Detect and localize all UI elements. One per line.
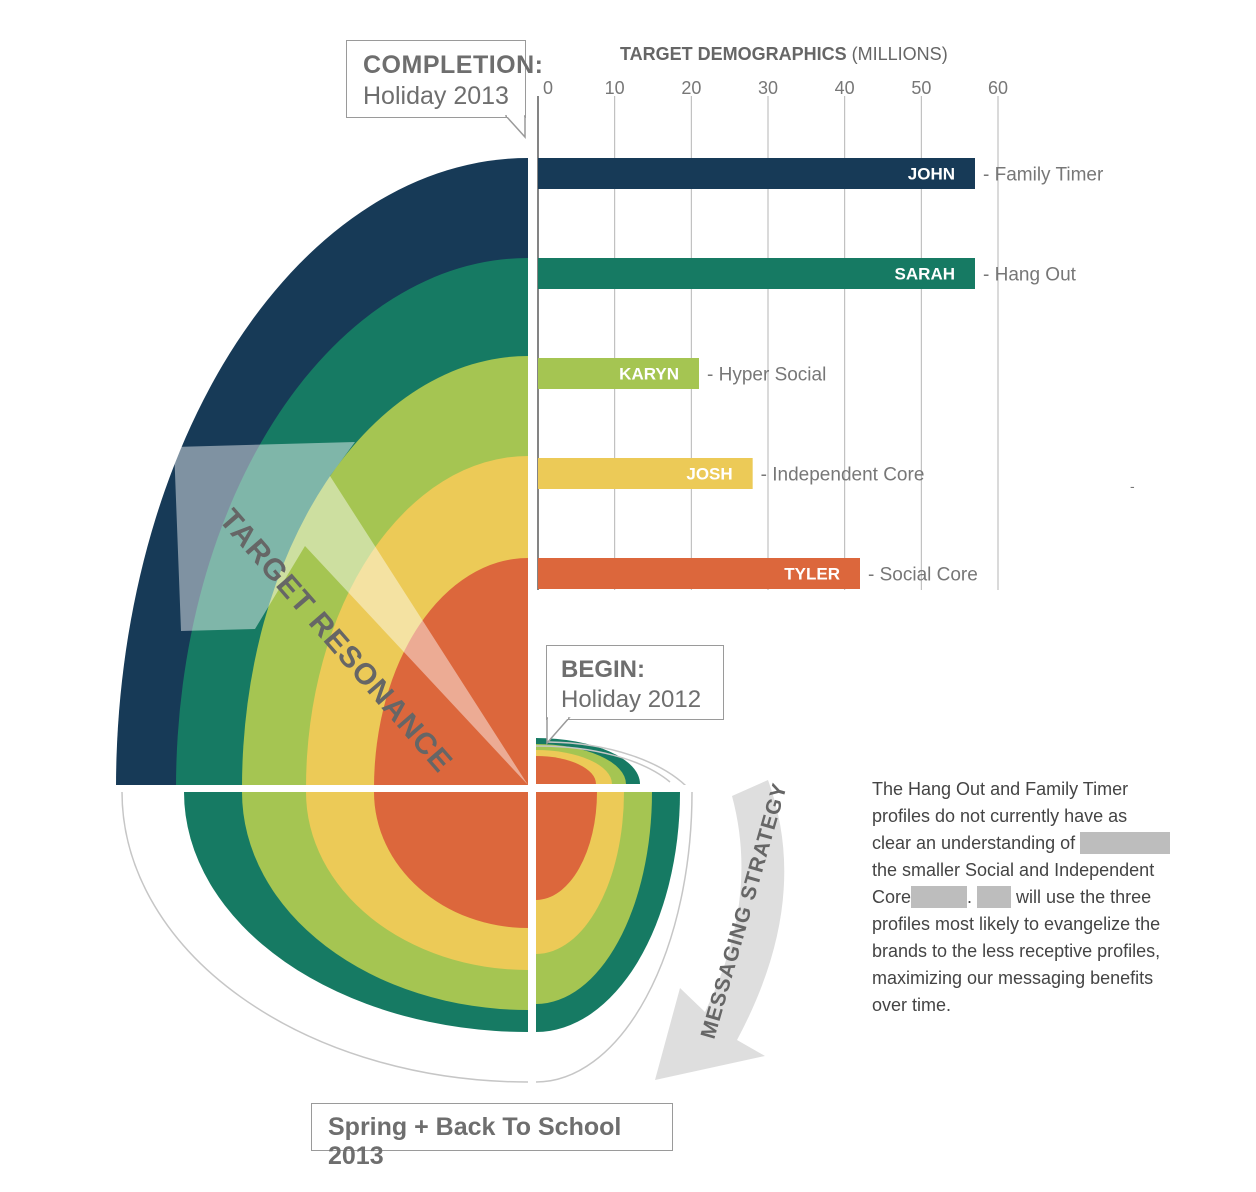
chart-title: TARGET DEMOGRAPHICS (MILLIONS): [620, 44, 948, 64]
completion-date: Holiday 2013: [363, 82, 509, 110]
note-line: profiles most likely to evangelize the: [872, 914, 1161, 934]
note-text: .: [967, 887, 973, 907]
note-line: brands to the less receptive profiles,: [872, 941, 1161, 961]
outer-guide-arc-right: [535, 791, 693, 1083]
bar-profile-label: - Hyper Social: [707, 365, 826, 386]
x-tick-label: 0: [543, 78, 553, 98]
note-text: will use the three: [1011, 887, 1152, 907]
bar-name-label: JOSH: [686, 465, 732, 484]
completion-label: COMPLETION:: [363, 51, 544, 79]
bar-name-label: KARYN: [619, 365, 679, 384]
spiral-guide-1: [535, 745, 671, 783]
begin-date: Holiday 2012: [561, 686, 702, 713]
chart-title-unit: (MILLIONS): [852, 44, 948, 64]
lower-left-quadrant: [121, 791, 529, 1083]
spring-callout: Spring + Back To School 2013: [311, 1103, 673, 1170]
stray-mark: -: [1130, 478, 1135, 494]
note-text: Core: [872, 887, 912, 907]
bar-john: [538, 158, 975, 189]
completion-pointer: [505, 115, 526, 139]
divider-vertical: [528, 140, 536, 1100]
redacted-block: [1080, 832, 1171, 854]
bar-profile-label: - Hang Out: [983, 265, 1077, 286]
begin-callout: BEGIN: Holiday 2012: [546, 645, 724, 720]
bar-josh: [538, 458, 753, 489]
x-tick-label: 10: [605, 78, 625, 98]
note-line: clear an understanding of: [872, 830, 1172, 857]
resonance-quadrant: [116, 158, 528, 788]
bar-profile-label: - Social Core: [868, 565, 978, 586]
x-tick-label: 20: [681, 78, 701, 98]
note-line: profiles do not currently have as: [872, 806, 1128, 826]
lower-right-orange: [536, 792, 597, 900]
note-text: clear an understanding of: [872, 833, 1076, 853]
bar-tyler: [538, 558, 860, 589]
x-tick-label: 50: [911, 78, 931, 98]
note-line: The Hang Out and Family Timer: [872, 779, 1129, 799]
arrow-shape: [174, 442, 528, 785]
bar-name-label: SARAH: [895, 265, 955, 284]
bar-name-label: JOHN: [908, 165, 955, 184]
outer-guide-arc-left: [121, 791, 529, 1083]
chart-title-main: TARGET DEMOGRAPHICS: [620, 44, 847, 64]
note-line: maximizing our messaging benefits: [872, 968, 1154, 988]
completion-callout: COMPLETION: Holiday 2013: [346, 40, 544, 118]
bar-profile-label: - Independent Core: [761, 465, 925, 486]
redacted-block: [977, 886, 1012, 908]
x-tick-label: 60: [988, 78, 1008, 98]
x-tick-label: 40: [835, 78, 855, 98]
spiral-orange: [536, 756, 596, 784]
note-line: the smaller Social and Independent: [872, 860, 1155, 880]
x-tick-label: 30: [758, 78, 778, 98]
spiral-start: [535, 738, 691, 791]
bar-chart: TARGET DEMOGRAPHICS (MILLIONS) 0 10 20 30 40 5…: [537, 44, 1104, 590]
begin-label: BEGIN:: [561, 656, 645, 683]
tick-layer: 0 10 20 30 40 50 60: [543, 78, 1008, 98]
note-line: over time.: [872, 995, 952, 1015]
begin-pointer: [546, 717, 571, 745]
lower-band-orange: [374, 792, 528, 928]
band-orange: [374, 558, 528, 788]
note-line: Core. will use the three: [872, 884, 1172, 911]
bar-layer: JOHN - Family Timer SARAH - Hang Out KARYN - …: [538, 158, 1104, 589]
lower-right-quadrant: [535, 791, 693, 1083]
bar-name-label: TYLER: [784, 565, 840, 584]
redacted-block: [911, 886, 968, 908]
bar-sarah: [538, 258, 975, 289]
divider-horizontal: [100, 785, 700, 792]
bar-profile-label: - Family Timer: [983, 165, 1104, 186]
strategy-arrow-shape: [655, 780, 785, 1080]
spiral-guide-2: [547, 741, 691, 791]
bar-karyn: [538, 358, 699, 389]
note-paragraph: The Hang Out and Family Timer profiles d…: [872, 776, 1172, 1019]
